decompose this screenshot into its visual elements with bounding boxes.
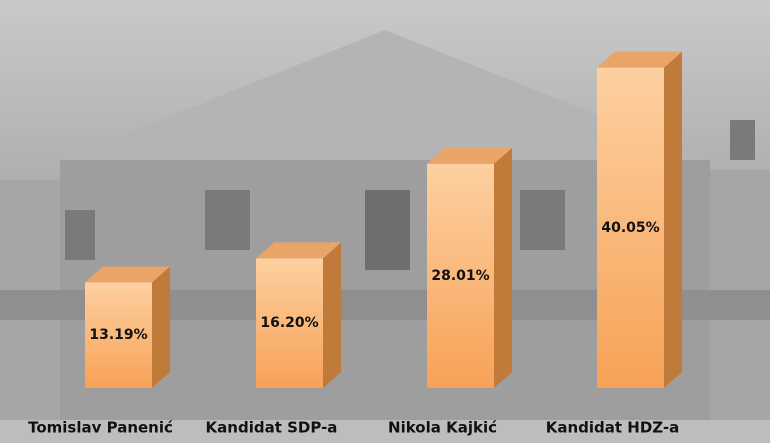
x-tick-label: Kandidat SDP-a (206, 419, 338, 437)
bar-top (597, 51, 682, 68)
bar (427, 163, 494, 388)
bar-side (664, 51, 682, 388)
value-label: 16.20% (260, 315, 318, 331)
x-tick-label: Kandidat HDZ-a (546, 419, 680, 437)
value-label: 40.05% (601, 220, 659, 236)
bar-side (323, 242, 341, 388)
value-label: 28.01% (431, 268, 489, 284)
x-tick-label: Tomislav Panenić (28, 419, 173, 437)
bar (85, 282, 152, 388)
bar-top (256, 242, 341, 259)
bar-top (85, 266, 170, 283)
bar-side (152, 266, 170, 388)
value-label: 13.19% (89, 327, 147, 343)
bar-top (427, 147, 512, 164)
x-tick-label: Nikola Kajkić (388, 419, 497, 437)
bar-side (494, 147, 512, 388)
bar (256, 258, 323, 388)
bar (597, 67, 664, 388)
